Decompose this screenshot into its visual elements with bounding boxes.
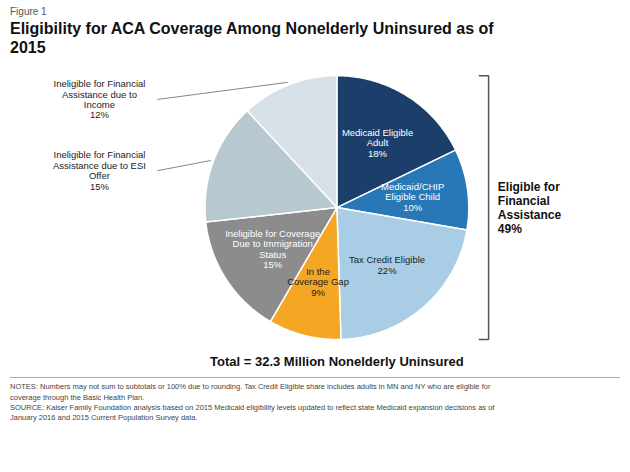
html-text:SOURCE: Kaiser Family Foundati: SOURCE: Kaiser Family Foundation analysi… [10,402,495,412]
html-text:Eligibility for ACA Coverage A: Eligibility for ACA Coverage Among Nonel… [10,20,494,57]
svg-text:Tax Credit Eligible22%: Tax Credit Eligible22% [349,255,425,276]
html-text:coverage through the Basic Hea: coverage through the Basic Health Plan. [10,392,145,402]
svg-text:Ineligible for FinancialAssist: Ineligible for FinancialAssistance due t… [53,78,145,120]
svg-text:Total = 32.3 Million Nonelderl: Total = 32.3 Million Nonelderly Uninsure… [210,354,464,369]
svg-text:Medicaid/CHIPEligible Child10%: Medicaid/CHIPEligible Child10% [381,181,444,213]
svg-text:Ineligible for CoverageDue to: Ineligible for CoverageDue to Immigratio… [225,228,320,270]
html-text:NOTES: Numbers may not sum to: NOTES: Numbers may not sum to subtotals … [10,382,491,392]
svg-text:Ineligible for FinancialAssist: Ineligible for FinancialAssistance due t… [53,150,146,192]
svg-text:Medicaid EligibleAdult18%: Medicaid EligibleAdult18% [342,127,413,159]
html-text:January 2016 and 2015 Current: January 2016 and 2015 Current Population… [10,412,198,422]
svg-text:In theCoverage Gap9%: In theCoverage Gap9% [287,266,349,298]
html-text:Figure 1: Figure 1 [10,6,47,17]
svg-text:Eligible forFinancialAssistanc: Eligible forFinancialAssistance49% [498,181,562,236]
